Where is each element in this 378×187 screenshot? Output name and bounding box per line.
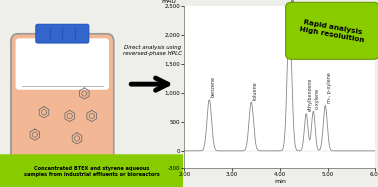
- Text: Rapid analysis
High resoluition: Rapid analysis High resoluition: [299, 19, 366, 43]
- Text: m-, p-xylene: m-, p-xylene: [327, 73, 332, 103]
- Text: toluene: toluene: [253, 81, 258, 100]
- Text: ethylbenzene: ethylbenzene: [308, 78, 313, 111]
- FancyBboxPatch shape: [0, 154, 185, 187]
- Text: mAU: mAU: [161, 0, 177, 4]
- FancyBboxPatch shape: [11, 34, 114, 161]
- X-axis label: min: min: [274, 179, 286, 184]
- FancyBboxPatch shape: [286, 2, 378, 59]
- Text: Direct analysis using
reversed-phase HPLC: Direct analysis using reversed-phase HPL…: [122, 45, 182, 56]
- Text: styrene: styrene: [291, 0, 296, 16]
- FancyBboxPatch shape: [15, 38, 109, 90]
- FancyBboxPatch shape: [36, 24, 89, 43]
- Text: Concentrated BTEX and styrene aqueous
samples from industrial effluents or biore: Concentrated BTEX and styrene aqueous sa…: [24, 166, 160, 177]
- Text: o-xylene: o-xylene: [315, 88, 320, 109]
- Text: benzene: benzene: [211, 76, 216, 97]
